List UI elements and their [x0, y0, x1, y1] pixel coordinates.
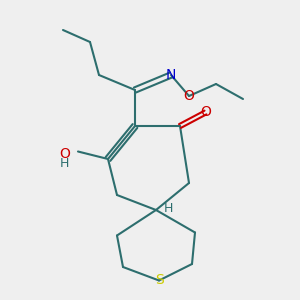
Text: O: O [59, 148, 70, 161]
Text: N: N [166, 68, 176, 82]
Text: H: H [60, 157, 69, 170]
Text: O: O [200, 106, 211, 119]
Text: S: S [154, 274, 164, 287]
Text: O: O [184, 89, 194, 103]
Text: H: H [163, 202, 173, 215]
